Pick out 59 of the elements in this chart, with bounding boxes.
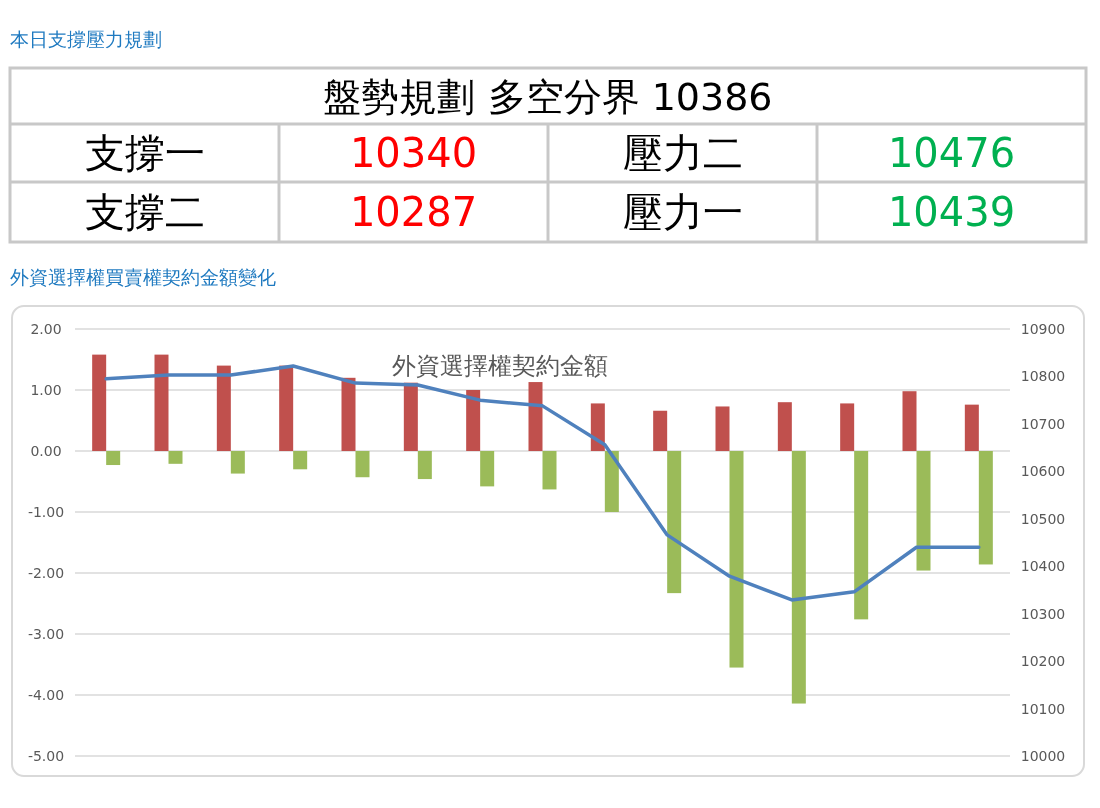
bar <box>916 451 931 571</box>
y2-tick-label: 10200 <box>1020 653 1066 670</box>
bar <box>293 451 308 470</box>
bar <box>854 451 869 620</box>
text: 支撐二 <box>84 189 205 235</box>
y2-tick-label: 10000 <box>1020 748 1066 764</box>
bar <box>964 404 979 451</box>
bar <box>480 451 495 487</box>
text: 壓力二 <box>622 130 743 176</box>
bar <box>92 354 107 451</box>
text: 10340 <box>349 130 478 176</box>
bar <box>715 406 730 451</box>
bar <box>604 451 619 512</box>
bar <box>341 377 356 451</box>
bar <box>168 451 183 464</box>
bar <box>978 451 993 565</box>
bar <box>216 365 231 451</box>
y-tick-label: 0.00 <box>30 443 62 459</box>
bar <box>466 390 481 451</box>
y2-tick-label: 10400 <box>1020 558 1066 575</box>
bar <box>667 451 682 594</box>
bar <box>528 382 543 451</box>
bar <box>840 403 855 451</box>
bar <box>791 451 806 704</box>
y2-tick-label: 10100 <box>1020 700 1066 717</box>
y2-tick-label: 10800 <box>1020 368 1066 385</box>
bar <box>902 391 917 451</box>
text: 10287 <box>349 189 478 235</box>
text: 盤勢規劃 多空分界 10386 <box>323 75 773 119</box>
y2-tick-label: 10700 <box>1020 415 1066 432</box>
bar <box>106 451 121 466</box>
y-tick-label: -1.00 <box>27 504 65 520</box>
bar <box>154 354 169 451</box>
bar <box>542 451 557 490</box>
bar <box>230 451 245 474</box>
y2-tick-label: 10900 <box>1020 321 1066 337</box>
y2-tick-label: 10300 <box>1020 605 1066 622</box>
bar <box>590 403 605 451</box>
bar <box>279 365 294 451</box>
y-tick-label: -3.00 <box>27 626 65 642</box>
bar <box>653 410 668 451</box>
chart-title: 外資選擇權買賣權契約金額變化 <box>10 266 276 288</box>
y-tick-label: -4.00 <box>27 687 65 703</box>
text: 本日支撐壓力規劃 <box>10 28 162 50</box>
y-tick-label: 2.00 <box>30 321 62 337</box>
y2-tick-label: 10600 <box>1020 463 1066 480</box>
y-tick-label: 1.00 <box>30 382 62 398</box>
y-tick-label: -2.00 <box>27 565 65 581</box>
bar <box>777 402 792 451</box>
text: 外資選擇權契約金額 <box>392 352 608 380</box>
text: 支撐一 <box>84 130 205 176</box>
y2-tick-label: 10500 <box>1020 510 1066 527</box>
y-tick-label: -5.00 <box>27 748 65 764</box>
text: 10476 <box>887 130 1016 176</box>
bar <box>355 451 370 478</box>
bar <box>729 451 744 668</box>
bar <box>417 451 432 480</box>
text: 壓力一 <box>622 189 743 235</box>
text: 10439 <box>887 189 1016 235</box>
